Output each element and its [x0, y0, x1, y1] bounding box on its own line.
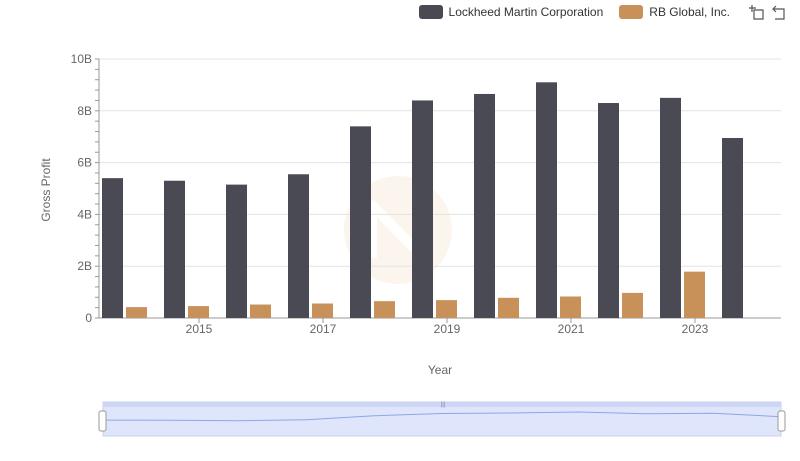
bar-lockheed[interactable] — [536, 82, 557, 318]
bar-lockheed[interactable] — [598, 103, 619, 318]
y-tick-label: 8B — [77, 104, 92, 118]
legend-swatch-lockheed — [418, 5, 443, 19]
y-tick-label: 0 — [85, 311, 92, 325]
bar-lockheed[interactable] — [102, 178, 123, 318]
bar-rbglobal[interactable] — [250, 304, 271, 318]
x-tick-label: 2015 — [186, 322, 213, 336]
bar-rbglobal[interactable] — [498, 297, 519, 318]
bar-rbglobal[interactable] — [684, 271, 705, 318]
bar-rbglobal[interactable] — [436, 300, 457, 318]
bar-rbglobal[interactable] — [312, 303, 333, 318]
y-axis-title: Gross Profit — [39, 158, 53, 222]
zoom-select-icon[interactable] — [748, 4, 764, 20]
bar-rbglobal[interactable] — [374, 301, 395, 318]
bar-lockheed[interactable] — [722, 137, 743, 318]
legend-label-lockheed: Lockheed Martin Corporation — [448, 5, 604, 19]
x-tick-label: 2017 — [310, 322, 337, 336]
bar-lockheed[interactable] — [288, 174, 309, 318]
bar-rbglobal[interactable] — [188, 306, 209, 318]
reset-zoom-icon[interactable] — [772, 4, 788, 20]
range-navigator[interactable]: ||| — [98, 401, 786, 437]
bars — [102, 82, 743, 318]
y-axis: 0 2B 4B 6B 8B 10B — [71, 52, 100, 325]
y-tick-label: 4B — [77, 207, 92, 221]
y-tick-label: 6B — [77, 156, 92, 170]
bar-rbglobal[interactable] — [622, 292, 643, 318]
x-axis-title: Year — [428, 363, 452, 377]
bar-lockheed[interactable] — [474, 93, 495, 318]
y-tick-label: 2B — [77, 259, 92, 273]
navigator-series-line — [102, 411, 782, 422]
legend: Lockheed Martin Corporation RB Global, I… — [418, 4, 788, 20]
bar-lockheed[interactable] — [412, 100, 433, 318]
x-tick-label: 2023 — [682, 322, 709, 336]
bar-lockheed[interactable] — [226, 184, 247, 318]
legend-swatch-rbglobal — [619, 5, 644, 19]
bar-rbglobal[interactable] — [560, 296, 581, 318]
navigator-left-handle[interactable] — [98, 410, 107, 432]
bar-lockheed[interactable] — [350, 126, 371, 318]
legend-label-rbglobal: RB Global, Inc. — [649, 5, 730, 19]
navigator-right-handle[interactable] — [777, 410, 786, 432]
legend-item-lockheed[interactable]: Lockheed Martin Corporation — [418, 5, 604, 19]
bar-lockheed[interactable] — [660, 97, 681, 318]
y-tick-label: 10B — [71, 52, 92, 66]
x-axis: 2015 2017 2019 2021 2023 — [99, 317, 781, 336]
navigator-grip-icon[interactable]: ||| — [441, 402, 446, 408]
x-tick-label: 2019 — [434, 322, 461, 336]
x-tick-label: 2021 — [558, 322, 585, 336]
bar-lockheed[interactable] — [164, 180, 185, 318]
legend-item-rbglobal[interactable]: RB Global, Inc. — [619, 5, 730, 19]
bar-rbglobal[interactable] — [126, 307, 147, 318]
